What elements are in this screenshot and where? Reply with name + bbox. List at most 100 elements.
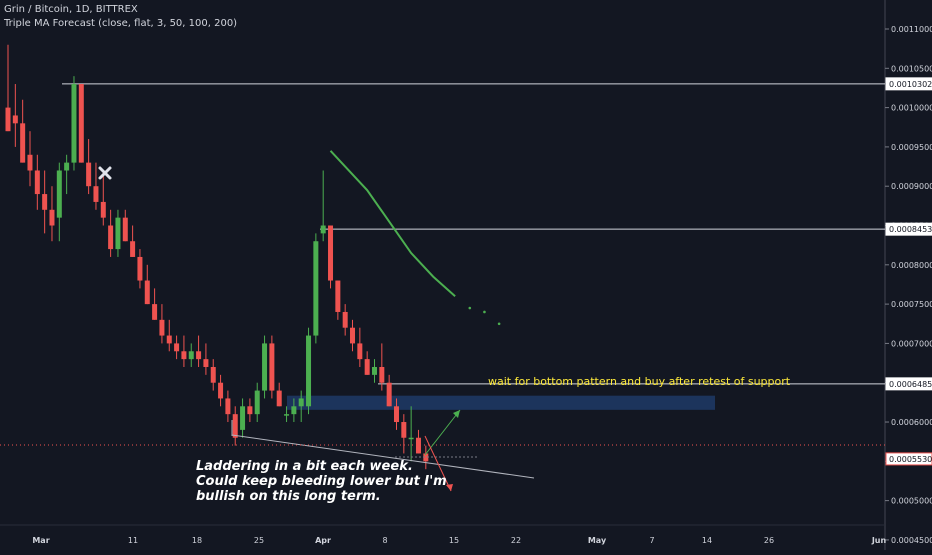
candle-down	[12, 115, 18, 124]
price-tags: 0.00103023 0.00084535 0.00064856 0.00055307	[885, 77, 932, 466]
candle-down	[335, 280, 341, 312]
current-price-tag	[885, 452, 932, 466]
note-line-2: Could keep bleeding lower but I'm	[196, 474, 447, 489]
candle-down	[159, 319, 165, 336]
ma-forecast-line	[329, 150, 456, 297]
price-tag-label: 0.00055307	[889, 455, 932, 464]
down-arrow-icon	[424, 435, 453, 492]
candle-down	[218, 382, 224, 399]
candle-down	[42, 194, 48, 210]
level-price-tag	[885, 377, 932, 391]
ma-forecast-layer	[329, 150, 501, 326]
ma-forecast-dot	[468, 306, 472, 310]
candle-down	[393, 406, 399, 423]
candle-down	[181, 351, 187, 360]
candle-down	[20, 123, 26, 163]
time-tick-label: 22	[511, 536, 521, 545]
level-price-tag	[885, 222, 932, 236]
candle-down	[357, 343, 363, 360]
candle-down	[386, 382, 392, 407]
candle-up	[372, 366, 377, 375]
candle-up	[115, 217, 121, 250]
candles-layer	[5, 44, 429, 470]
candle-up	[291, 406, 297, 415]
candle-up	[284, 414, 290, 416]
time-axis[interactable]: Mar 11 18 25 Apr 8 15 22 May 7 14 26 Jun	[32, 536, 886, 545]
candle-down	[379, 366, 385, 383]
zone-annotation: wait for bottom pattern and buy after re…	[488, 375, 791, 388]
indicator-title: Triple MA Forecast (close, flat, 3, 50, …	[4, 18, 238, 29]
candle-down	[100, 201, 106, 218]
chart-header: Grin / Bitcoin, 1D, BITTREX Triple MA Fo…	[4, 3, 237, 31]
candle-up	[71, 84, 77, 163]
candle-down	[269, 343, 275, 391]
candle-up	[298, 398, 304, 407]
ma-forecast-dot	[483, 310, 486, 314]
drawings-layer	[0, 166, 885, 492]
candle-up	[306, 335, 312, 407]
level-price-tag	[885, 77, 932, 91]
candle-down	[350, 327, 356, 344]
candle-down	[130, 241, 136, 257]
candle-down	[225, 398, 231, 415]
candle-down	[276, 390, 282, 407]
candle-down	[152, 304, 158, 320]
candle-up	[408, 437, 414, 440]
candle-down	[34, 170, 40, 195]
note-line-3: bullish on this long term.	[196, 489, 381, 504]
support-trendline	[231, 434, 535, 479]
candle-up	[254, 390, 260, 415]
candle-up	[320, 225, 326, 234]
time-tick-label: 26	[764, 536, 774, 545]
candle-down	[342, 311, 348, 328]
candle-down	[364, 359, 370, 375]
candle-down	[423, 453, 429, 462]
candle-down	[203, 359, 209, 367]
candle-down	[174, 343, 180, 352]
symbol-title: Grin / Bitcoin, 1D, BITTREX	[4, 4, 138, 15]
candle-down	[196, 351, 202, 360]
candle-down	[166, 335, 172, 344]
candle-down	[415, 437, 421, 454]
candle-up	[56, 170, 62, 218]
candle-down	[232, 414, 238, 438]
candle-down	[86, 162, 92, 187]
candle-down	[144, 280, 150, 305]
candle-down	[210, 366, 216, 383]
candle-up	[262, 343, 268, 391]
close-x-marker-icon	[98, 166, 112, 180]
candle-up	[313, 241, 319, 336]
candle-down	[108, 225, 114, 250]
horizontal-levels	[62, 83, 885, 385]
time-tick-label: Jun	[871, 536, 887, 545]
candle-up	[188, 351, 194, 360]
candle-down	[328, 225, 334, 281]
time-tick-label: Apr	[315, 536, 331, 545]
candle-down	[122, 217, 128, 242]
candle-down	[5, 107, 11, 132]
time-tick-label: 14	[702, 536, 712, 545]
candle-down	[247, 406, 253, 415]
price-tag-label: 0.00103023	[889, 80, 932, 89]
time-tick-label: Mar	[32, 536, 49, 545]
price-tag-label: 0.00084535	[889, 225, 932, 234]
candle-up	[240, 406, 246, 430]
time-tick-label: 11	[128, 536, 138, 545]
support-zone-layer	[287, 395, 715, 410]
candle-down	[78, 84, 84, 163]
candle-down	[401, 422, 407, 438]
candle-up	[64, 162, 70, 171]
candle-down	[137, 256, 143, 281]
time-tick-label: 18	[192, 536, 202, 545]
